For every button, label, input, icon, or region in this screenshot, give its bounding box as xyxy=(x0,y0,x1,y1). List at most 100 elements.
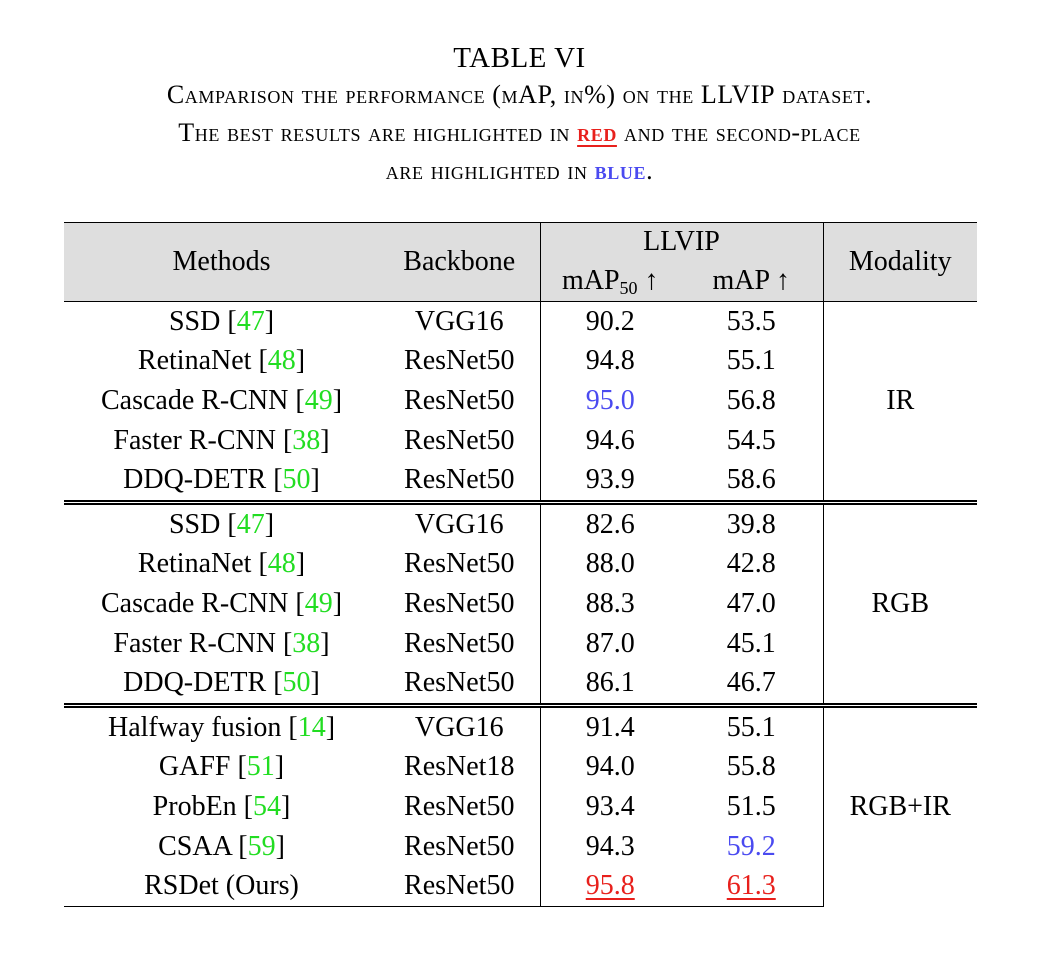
method-cell: DDQ-DETR [50] xyxy=(123,667,320,699)
table-row: RetinaNet [48] ResNet50 88.0 42.8 xyxy=(64,544,977,585)
citation-link[interactable]: 48 xyxy=(267,345,296,377)
caption-text: are highlighted in xyxy=(385,156,595,185)
backbone-cell: ResNet50 xyxy=(379,584,541,624)
citation-link[interactable]: 51 xyxy=(246,751,275,783)
citation-link[interactable]: 54 xyxy=(253,790,281,822)
citation-link[interactable]: 49 xyxy=(304,384,333,416)
map50-cell: 93.4 xyxy=(585,790,635,822)
caption-text: Camparison the performance (mAP, in%) on… xyxy=(166,80,701,109)
table-row: RetinaNet [48] ResNet50 94.8 55.1 xyxy=(64,341,977,382)
modality-cell: RGB xyxy=(823,499,977,706)
method-cell: RetinaNet [48] xyxy=(137,345,306,377)
map-cell: 56.8 xyxy=(680,381,824,421)
method-name: DDQ-DETR xyxy=(123,464,274,496)
backbone-cell: ResNet50 xyxy=(379,663,541,706)
backbone-cell: ResNet50 xyxy=(379,787,541,827)
method-name: DDQ-DETR xyxy=(123,667,274,699)
backbone-cell: ResNet50 xyxy=(379,623,541,664)
citation-link[interactable]: 14 xyxy=(297,711,326,743)
citation-link[interactable]: 47 xyxy=(236,508,265,540)
table-row: Cascade R-CNN [49] ResNet50 95.0 56.8 xyxy=(64,381,977,421)
method-name: Faster R-CNN xyxy=(113,424,283,456)
citation-link[interactable]: 38 xyxy=(292,627,321,659)
backbone-cell: VGG16 xyxy=(379,301,541,342)
caption-line-3: are highlighted in blue. xyxy=(0,152,1039,190)
method-cell: RetinaNet [48] xyxy=(137,548,306,580)
citation-link[interactable]: 50 xyxy=(282,667,311,699)
caption-text: . xyxy=(646,156,654,185)
table-group: SSD [47] VGG16 82.6 39.8 RGB RetinaNet [48] Re… xyxy=(64,499,977,706)
map-second-cell: 59.2 xyxy=(680,826,824,867)
header-map50-subscript: 50 xyxy=(619,278,638,298)
map-cell: 42.8 xyxy=(680,544,824,585)
backbone-cell: ResNet50 xyxy=(379,420,541,461)
citation-link[interactable]: 50 xyxy=(282,464,311,496)
map50-cell: 94.3 xyxy=(585,830,635,862)
map-cell: 55.8 xyxy=(680,747,824,788)
citation-link[interactable]: 38 xyxy=(292,424,321,456)
backbone-cell: ResNet50 xyxy=(379,826,541,867)
map-cell: 55.1 xyxy=(680,341,824,382)
table-row: Halfway fusion [14] VGG16 91.4 55.1 RGB+IR xyxy=(64,702,977,907)
header-map50: mAP50 ↑ xyxy=(540,261,680,302)
table-row: Faster R-CNN [38] ResNet50 94.6 54.5 xyxy=(64,420,977,461)
method-name: Cascade R-CNN xyxy=(100,587,296,619)
method-name: GAFF xyxy=(158,751,238,783)
method-name: SSD xyxy=(168,508,228,540)
header-dataset: LLVIP xyxy=(540,222,824,261)
citation-link[interactable]: 49 xyxy=(304,587,333,619)
table-row: ProbEn [54] ResNet50 93.4 51.5 xyxy=(64,787,977,827)
method-cell: ProbEn [54] xyxy=(152,790,291,822)
method-cell: CSAA [59] xyxy=(158,830,285,862)
caption-blue-word: blue xyxy=(594,156,647,185)
modality-cell: RGB+IR xyxy=(823,702,977,907)
method-cell: Faster R-CNN [38] xyxy=(113,424,330,456)
method-cell: SSD [47] xyxy=(168,305,275,337)
map-best-cell: 61.3 xyxy=(680,866,824,907)
table-row: RSDet (Ours) ResNet50 95.8 61.3 xyxy=(64,866,977,907)
method-name: CSAA xyxy=(158,830,239,862)
map50-cell: 94.0 xyxy=(585,751,635,783)
caption-text: and the second-place xyxy=(616,118,861,147)
table-row: DDQ-DETR [50] ResNet50 86.1 46.7 xyxy=(64,663,977,706)
header-modality: Modality xyxy=(823,222,977,302)
citation-link[interactable]: 48 xyxy=(267,548,296,580)
header-map50-arrow: ↑ xyxy=(637,265,659,296)
table-row: DDQ-DETR [50] ResNet50 93.9 58.6 xyxy=(64,460,977,503)
table-caption: TABLE VI Camparison the performance (mAP… xyxy=(0,40,1039,190)
map50-best-cell: 95.8 xyxy=(540,866,680,907)
header-map50-label: mAP xyxy=(561,265,620,296)
method-cell: DDQ-DETR [50] xyxy=(123,464,320,496)
table-number: TABLE VI xyxy=(453,42,586,74)
table-row: SSD [47] VGG16 90.2 53.5 IR xyxy=(64,301,977,416)
header-map: mAP ↑ xyxy=(680,261,824,302)
method-cell: Cascade R-CNN [49] xyxy=(100,384,343,416)
backbone-cell: VGG16 xyxy=(379,499,541,545)
method-cell: Faster R-CNN [38] xyxy=(113,627,330,659)
map50-second-cell: 95.0 xyxy=(585,384,635,416)
map-cell: 39.8 xyxy=(680,499,824,545)
map-cell: 45.1 xyxy=(680,623,824,664)
modality-cell: IR xyxy=(886,384,915,416)
map50-cell: 94.6 xyxy=(585,424,635,456)
caption-line-2: The best results are highlighted in red … xyxy=(0,114,1039,152)
method-cell: GAFF [51] xyxy=(158,751,285,783)
method-name: SSD xyxy=(168,305,228,337)
caption-dataset-name: LLVIP xyxy=(700,80,776,109)
method-name: RetinaNet xyxy=(137,548,259,580)
backbone-cell: ResNet50 xyxy=(379,341,541,382)
map50-cell: 90.2 xyxy=(585,305,635,337)
backbone-cell: ResNet50 xyxy=(379,460,541,503)
citation-link[interactable]: 47 xyxy=(236,305,265,337)
map-cell: 58.6 xyxy=(680,460,824,503)
results-table: Methods Backbone LLVIP Modality mAP50 ↑ … xyxy=(64,222,977,907)
map-cell: 54.5 xyxy=(680,420,824,461)
method-name: RetinaNet xyxy=(137,345,259,377)
method-cell: Cascade R-CNN [49] xyxy=(100,587,343,619)
citation-link[interactable]: 59 xyxy=(247,830,276,862)
method-name: ProbEn xyxy=(152,790,244,822)
method-name: RSDet (Ours) xyxy=(144,870,299,902)
table-header: Methods Backbone LLVIP Modality mAP50 ↑ … xyxy=(64,222,977,302)
table-row: Cascade R-CNN [49] ResNet50 88.3 47.0 xyxy=(64,584,977,624)
table-row: SSD [47] VGG16 82.6 39.8 RGB xyxy=(64,499,977,706)
